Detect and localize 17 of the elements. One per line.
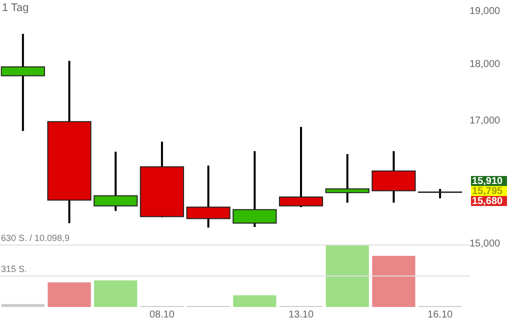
text: 15,680 xyxy=(472,196,504,207)
y-tick-label: 15,000 xyxy=(470,238,501,250)
ref-line-label: 315 S. xyxy=(1,264,28,274)
text: 15,910 xyxy=(472,176,504,187)
candlestick xyxy=(278,126,324,208)
ref-line-label: 630 S. / 10.098,9 xyxy=(1,233,70,244)
y-tick-label: 18,000 xyxy=(470,59,501,70)
candlestick xyxy=(418,188,462,200)
candlestick xyxy=(325,153,370,204)
x-tick-label: 13.10 xyxy=(288,310,314,320)
x-tick-label: 16.10 xyxy=(428,310,454,320)
candlestick xyxy=(0,32,45,132)
y-tick-label: 17,000 xyxy=(470,115,501,126)
text: 15,795 xyxy=(472,186,504,197)
chart-title: 1 Tag xyxy=(2,2,29,14)
x-tick-label: 08.10 xyxy=(149,310,175,320)
y-tick-label: 19,000 xyxy=(470,6,501,17)
